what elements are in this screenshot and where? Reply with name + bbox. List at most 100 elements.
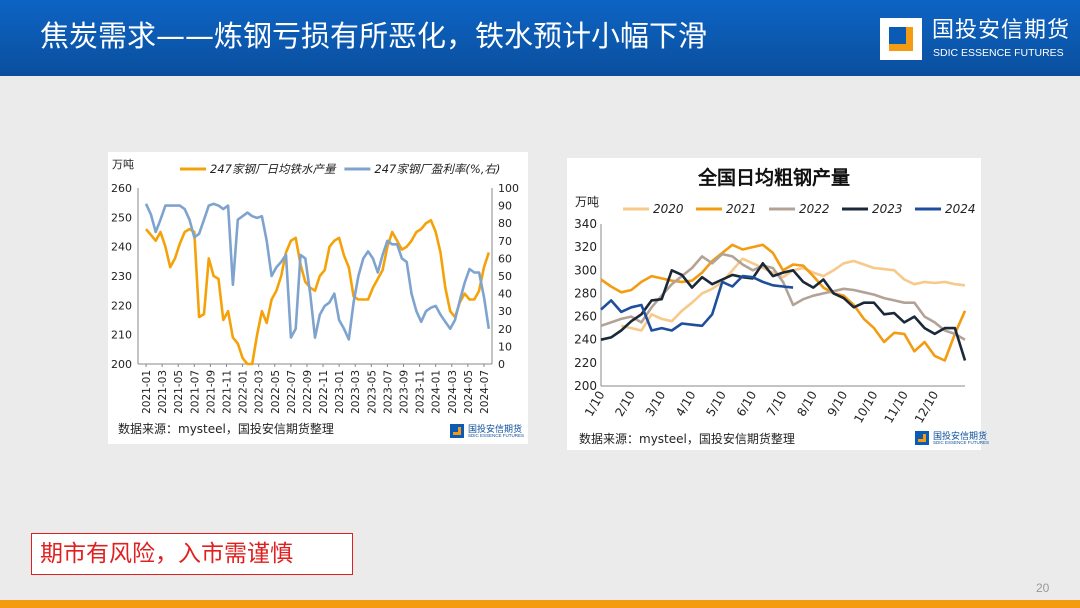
chart-logo: 国投安信期货 SDIC ESSENCE FUTURES	[915, 429, 995, 449]
right-tick-label: 20	[498, 323, 512, 336]
series-line-right	[144, 202, 491, 341]
y-axis-unit: 万吨	[575, 195, 599, 209]
x-tick-label: 6/10	[734, 389, 760, 419]
left-tick-label: 210	[111, 329, 132, 342]
logo-name-en: SDIC ESSENCE FUTURES	[933, 47, 1064, 59]
logo-mark-icon	[880, 18, 922, 60]
x-tick-label: 2022-03	[254, 370, 266, 414]
x-tick-label: 2023-03	[350, 370, 362, 414]
x-tick-label: 2021-03	[157, 370, 169, 414]
right-tick-label: 100	[498, 182, 519, 195]
chart-title: 全国日均粗钢产量	[697, 166, 850, 189]
mini-logo-icon	[450, 424, 464, 438]
series-line-2023	[600, 262, 967, 361]
x-tick-label: 2022-11	[318, 370, 330, 414]
x-tick-label: 5/10	[703, 389, 729, 419]
left-tick-label: 220	[111, 299, 132, 312]
right-tick-label: 30	[498, 305, 512, 318]
chart-iron-output-profit: 万吨 200 210 220 230 240 250 260 0 10 20 30 40 50 60 70 80…	[111, 158, 519, 414]
y-tick-label: 300	[574, 263, 597, 277]
left-axis-unit: 万吨	[112, 158, 134, 171]
y-tick-label: 320	[574, 240, 597, 254]
right-tick-label: 10	[498, 340, 512, 353]
chart-logo: 国投安信期货 SDIC ESSENCE FUTURES	[450, 422, 530, 442]
y-tick-label: 280	[574, 286, 597, 300]
x-tick-label: 2023-07	[382, 370, 394, 414]
mini-logo-icon	[915, 431, 929, 445]
mini-logo-cn: 国投安信期货	[933, 432, 988, 442]
x-tick-label: 11/10	[882, 389, 911, 426]
right-tick-label: 0	[498, 358, 505, 371]
series-line-2021	[600, 243, 967, 362]
legend-label: 2024	[945, 202, 976, 216]
left-tick-label: 230	[111, 270, 132, 283]
x-tick-label: 4/10	[673, 389, 699, 419]
chart-panel-iron-output: 万吨 200 210 220 230 240 250 260 0 10 20 30 40 50 60 70 80…	[108, 152, 528, 444]
right-tick-label: 50	[498, 270, 512, 283]
right-tick-label: 80	[498, 217, 512, 230]
left-tick-label: 240	[111, 241, 132, 254]
bottom-accent-bar	[0, 600, 1080, 608]
y-tick-label: 220	[574, 356, 597, 370]
right-tick-label: 90	[498, 200, 512, 213]
chart-source-note: 数据来源：mysteel，国投安信期货整理	[118, 422, 334, 436]
x-tick-label: 2024-01	[431, 370, 443, 414]
legend-label: 2023	[872, 202, 903, 216]
legend-label: 247家钢厂盈利率(%,右)	[374, 162, 500, 176]
series-line-2024	[600, 274, 794, 332]
x-tick-label: 2024-03	[447, 370, 459, 414]
series-line-2022	[600, 252, 966, 341]
series-line-left	[145, 219, 491, 366]
x-tick-label: 2021-01	[141, 370, 153, 414]
legend-label: 2021	[726, 202, 757, 216]
left-tick-label: 250	[111, 211, 132, 224]
page-number: 20	[1036, 581, 1050, 595]
left-tick-label: 200	[111, 358, 132, 371]
x-tick-label: 2/10	[612, 389, 638, 419]
mini-logo-cn: 国投安信期货	[468, 425, 523, 435]
legend-label: 2022	[799, 202, 830, 216]
mini-logo-en: SDIC ESSENCE FUTURES	[468, 433, 525, 438]
left-tick-label: 260	[111, 182, 132, 195]
x-tick-label: 2022-09	[302, 370, 314, 414]
x-tick-label: 2023-11	[415, 370, 427, 414]
x-tick-label: 3/10	[643, 389, 669, 419]
x-tick-label: 2023-09	[399, 370, 411, 414]
right-tick-label: 70	[498, 235, 512, 248]
x-tick-label: 8/10	[794, 389, 820, 419]
x-tick-label: 9/10	[825, 389, 851, 419]
y-tick-label: 240	[574, 333, 597, 347]
right-tick-label: 40	[498, 288, 512, 301]
x-tick-label: 2023-05	[366, 370, 378, 414]
title-bar: 焦炭需求——炼钢亏损有所恶化，铁水预计小幅下滑 国投安信期货 SDIC ESSE…	[0, 0, 1080, 76]
x-tick-label: 2022-07	[286, 370, 298, 414]
x-tick-label: 7/10	[764, 389, 790, 419]
right-tick-label: 60	[498, 252, 512, 265]
x-tick-label: 1/10	[582, 389, 608, 419]
y-tick-label: 200	[574, 379, 597, 393]
x-tick-label: 2022-05	[270, 370, 282, 414]
slide-title: 焦炭需求——炼钢亏损有所恶化，铁水预计小幅下滑	[40, 19, 708, 53]
legend-label: 2020	[653, 202, 684, 216]
chart-panel-crude-steel: 全国日均粗钢产量万吨 200 220 240 260 280 300 320 340 1/10 2/…	[567, 158, 989, 450]
y-tick-label: 260	[574, 310, 597, 324]
x-tick-label: 2023-01	[334, 370, 346, 414]
x-tick-label: 2021-05	[173, 370, 185, 414]
logo-name-cn: 国投安信期货	[932, 18, 1071, 43]
x-tick-label: 2021-09	[205, 370, 217, 414]
legend-label: 247家钢厂日均铁水产量	[210, 162, 337, 176]
x-tick-label: 2021-11	[222, 370, 234, 414]
y-tick-label: 340	[574, 217, 597, 231]
x-tick-label: 2022-01	[238, 370, 250, 414]
x-tick-label: 10/10	[851, 389, 880, 426]
company-logo: 国投安信期货 SDIC ESSENCE FUTURES	[880, 14, 1070, 64]
x-tick-label: 2024-07	[479, 370, 491, 414]
risk-notice-box: 期市有风险，入市需谨慎	[31, 533, 353, 575]
risk-notice: 期市有风险，入市需谨慎	[40, 541, 293, 567]
x-tick-label: 2021-07	[189, 370, 201, 414]
x-tick-label: 12/10	[912, 389, 941, 426]
chart-source-note: 数据来源：mysteel，国投安信期货整理	[579, 432, 795, 446]
x-tick-label: 2024-05	[463, 370, 475, 414]
mini-logo-en: SDIC ESSENCE FUTURES	[933, 440, 990, 445]
